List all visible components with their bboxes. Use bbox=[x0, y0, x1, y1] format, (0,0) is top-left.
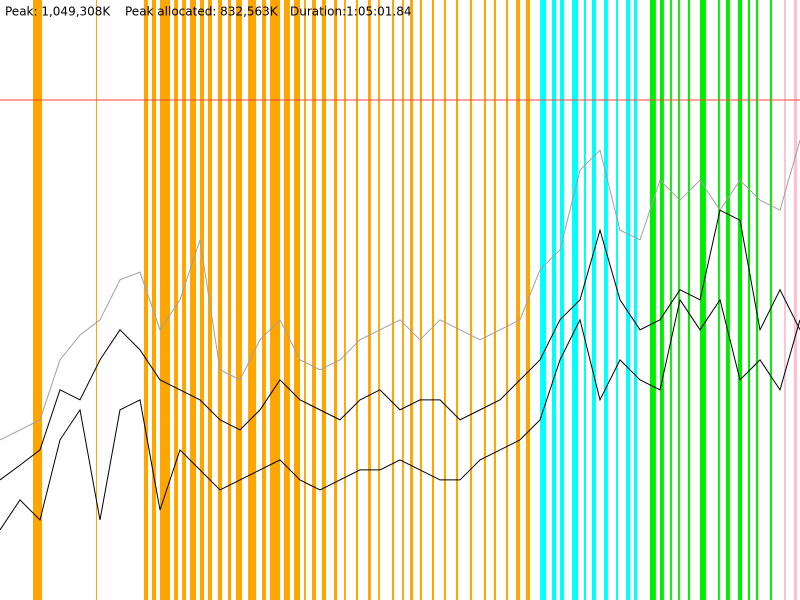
band bbox=[583, 0, 586, 600]
band bbox=[649, 0, 656, 600]
band bbox=[572, 0, 578, 600]
band bbox=[659, 0, 664, 600]
band bbox=[604, 0, 608, 600]
duration-label: Duration:1:05:01.84 bbox=[290, 5, 412, 19]
lines bbox=[0, 99, 800, 531]
band bbox=[540, 0, 546, 600]
band bbox=[402, 0, 404, 600]
band bbox=[174, 0, 178, 600]
band bbox=[151, 0, 157, 600]
band bbox=[419, 0, 422, 600]
band bbox=[182, 0, 186, 600]
memory-line bbox=[0, 209, 800, 481]
band bbox=[718, 0, 720, 600]
band bbox=[699, 0, 706, 600]
band bbox=[516, 0, 520, 600]
band bbox=[95, 0, 97, 600]
band bbox=[199, 0, 205, 600]
band bbox=[726, 0, 730, 600]
band bbox=[344, 0, 346, 600]
band bbox=[506, 0, 509, 600]
band bbox=[469, 0, 472, 600]
band bbox=[551, 0, 557, 600]
peak-allocated-label: Peak allocated: 832,563K bbox=[125, 5, 279, 19]
band bbox=[235, 0, 242, 600]
band bbox=[304, 0, 306, 600]
band bbox=[207, 0, 213, 600]
band bbox=[483, 0, 486, 600]
band bbox=[633, 0, 638, 600]
band bbox=[368, 0, 371, 600]
band bbox=[755, 0, 759, 600]
band bbox=[283, 0, 290, 600]
bands bbox=[33, 0, 797, 600]
band bbox=[615, 0, 618, 600]
band bbox=[227, 0, 232, 600]
band bbox=[270, 0, 281, 600]
memory-line bbox=[0, 140, 800, 441]
peak-label: Peak: 1,049,308K bbox=[5, 5, 111, 19]
band bbox=[559, 0, 565, 600]
band bbox=[312, 0, 316, 600]
band bbox=[443, 0, 446, 600]
memory-line bbox=[0, 298, 800, 531]
band bbox=[455, 0, 459, 600]
band bbox=[355, 0, 358, 600]
band bbox=[33, 0, 43, 600]
band bbox=[333, 0, 338, 600]
band bbox=[591, 0, 597, 600]
band bbox=[678, 0, 680, 600]
band bbox=[493, 0, 496, 600]
band bbox=[432, 0, 435, 600]
band bbox=[262, 0, 266, 600]
band bbox=[737, 0, 743, 600]
band bbox=[190, 0, 197, 600]
band bbox=[392, 0, 395, 600]
band bbox=[793, 0, 797, 600]
band bbox=[769, 0, 772, 600]
band bbox=[159, 0, 170, 600]
band bbox=[410, 0, 413, 600]
band bbox=[625, 0, 631, 600]
band bbox=[294, 0, 300, 600]
band bbox=[217, 0, 223, 600]
band bbox=[321, 0, 327, 600]
band bbox=[143, 0, 149, 600]
band bbox=[378, 0, 380, 600]
band bbox=[248, 0, 257, 600]
band bbox=[747, 0, 751, 600]
band bbox=[670, 0, 672, 600]
band bbox=[687, 0, 690, 600]
